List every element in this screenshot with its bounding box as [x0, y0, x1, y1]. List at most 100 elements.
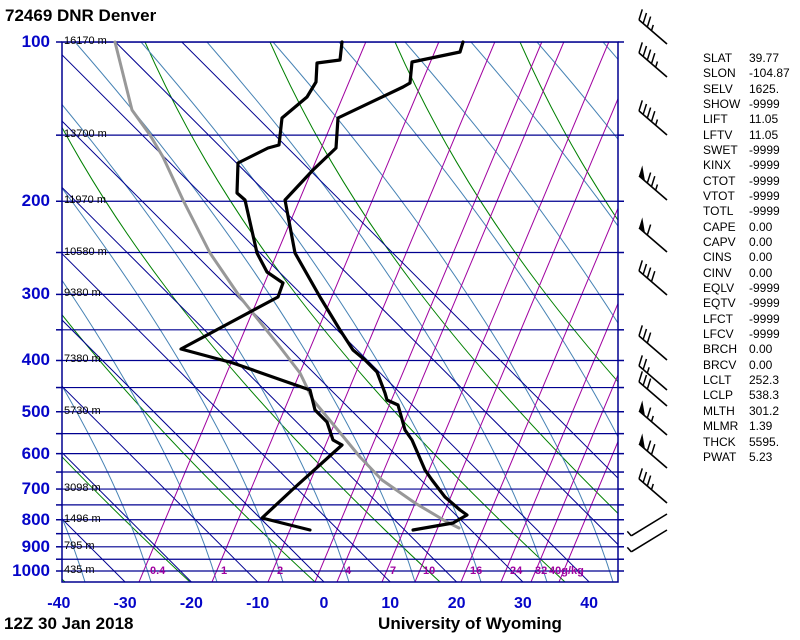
stats-label: SLAT: [703, 51, 733, 65]
temp-axis-label: 30: [513, 595, 532, 612]
stats-label: LFCV: [703, 327, 734, 342]
wind-barb: [638, 325, 668, 361]
stats-value: 5595.: [749, 434, 780, 449]
date-label: 12Z 30 Jan 2018: [4, 614, 134, 633]
stats-label: MLTH: [703, 403, 735, 418]
stats-value: 0.00: [749, 342, 773, 357]
height-label: 1496 m: [64, 512, 101, 525]
stats-value: 0.00: [749, 235, 773, 250]
stats-row: MLTH 301.2: [703, 404, 779, 418]
stats-value: 1.39: [749, 419, 773, 434]
parcel-curve: [113, 40, 461, 530]
wind-barb: [638, 400, 668, 436]
stats-row: KINX -9999: [703, 158, 780, 172]
stats-value: -9999: [749, 281, 780, 296]
mixing-ratio-line: [211, 42, 440, 582]
stats-value: 5.23: [749, 449, 773, 464]
temp-axis-label: -40: [47, 595, 71, 612]
height-label: 795 m: [64, 539, 95, 552]
mixing-ratio-label: 40g/kg: [549, 565, 584, 577]
dry-adiabat-line: [62, 456, 191, 582]
stats-row: CINS 0.00: [703, 250, 772, 264]
height-label: 16170 m: [64, 35, 107, 47]
stats-row: LFCT -9999: [703, 312, 780, 326]
pressure-axis-label: 1000: [12, 561, 50, 580]
mixing-ratio-label: 24: [510, 565, 523, 577]
wind-barb: [638, 371, 668, 407]
temperature-curve: [283, 40, 469, 532]
stats-value: -9999: [749, 204, 780, 219]
stats-row: SWET -9999: [703, 143, 780, 157]
height-label: 5730 m: [64, 404, 101, 417]
mixing-ratio-line: [381, 42, 610, 582]
wind-barb: [638, 433, 668, 469]
moist-adiabat-line: [206, 42, 548, 582]
stats-row: SLON -104.87: [703, 66, 790, 80]
mixing-ratio-line: [414, 97, 618, 582]
grid-layer: [0, 42, 618, 582]
moist-adiabat-line: [338, 42, 618, 439]
moist-adiabat-line: [404, 42, 618, 325]
stats-row: EQLV -9999: [703, 281, 780, 295]
pressure-axis-label: 100: [21, 32, 50, 51]
dry-adiabat-line: [519, 42, 618, 222]
stats-value: 39.77: [749, 51, 780, 65]
moist-adiabat-line: [62, 187, 284, 582]
temp-axis-label: -20: [179, 595, 203, 612]
stats-value: -9999: [749, 143, 780, 158]
stats-row: SHOW -9999: [703, 97, 780, 111]
stats-value: -9999: [749, 189, 780, 204]
stats-value: 0.00: [749, 250, 773, 265]
mixing-ratio-label: 32: [535, 565, 548, 577]
mixing-ratio-line: [500, 302, 618, 582]
moist-adiabat-line: [62, 279, 218, 582]
stats-label: CAPV: [703, 235, 736, 250]
stats-row: MLMR 1.39: [703, 419, 772, 433]
height-label: 435 m: [64, 564, 95, 576]
stats-panel: SLAT 39.77 SLON -104.87 SELV 1625. SHOW -9999 LI…: [703, 51, 799, 471]
stats-row: EQTV -9999: [703, 296, 780, 310]
wind-barb: [638, 165, 668, 201]
stats-label: SWET: [703, 143, 738, 158]
stats-label: LCLP: [703, 388, 734, 403]
stats-row: PWAT 5.23: [703, 450, 772, 464]
mixing-ratio-label: 1: [221, 565, 228, 577]
isotherm-line: [62, 186, 457, 582]
isotherm-line: [0, 42, 59, 582]
wind-barb: [638, 260, 668, 296]
temp-axis-label: 40: [580, 595, 599, 612]
plot-border: [61, 41, 619, 583]
stats-value: -9999: [749, 158, 780, 173]
mixing-ratio-label: 0.4: [150, 565, 166, 577]
stats-value: -9999: [749, 173, 780, 188]
stats-value: 11.05: [749, 112, 779, 127]
isotherm-line: [62, 451, 192, 582]
stats-label: CTOT: [703, 173, 736, 188]
stats-row: LFTV 11.05: [703, 128, 778, 142]
mixing-ratio-label: 16: [470, 565, 483, 577]
stats-label: TOTL: [703, 204, 734, 219]
stats-row: SLAT 39.77: [703, 51, 779, 65]
temp-axis-label: 0: [319, 595, 329, 612]
pressure-axis-label: 300: [21, 284, 50, 304]
wind-barb: [638, 100, 668, 136]
stats-label: PWAT: [703, 449, 737, 464]
wind-barb: [638, 42, 668, 78]
pressure-axis-label: 600: [21, 443, 50, 463]
stats-value: -9999: [749, 296, 780, 311]
stats-label: SELV: [703, 81, 733, 96]
stats-value: 0.00: [749, 357, 773, 372]
stats-row: SELV 1625.: [703, 82, 779, 96]
stats-row: THCK 5595.: [703, 435, 779, 449]
mixing-ratio-label: 4: [345, 565, 352, 577]
isotherm-line: [62, 54, 590, 582]
isotherm-line: [62, 385, 259, 582]
mixing-ratio-line: [314, 42, 543, 582]
wind-barb: [638, 217, 668, 253]
stats-label: LIFT: [703, 112, 728, 127]
mixing-ratio-line: [558, 440, 618, 582]
page-title: 72469 DNR Denver: [5, 6, 157, 25]
mixing-ratio-line: [267, 42, 496, 582]
